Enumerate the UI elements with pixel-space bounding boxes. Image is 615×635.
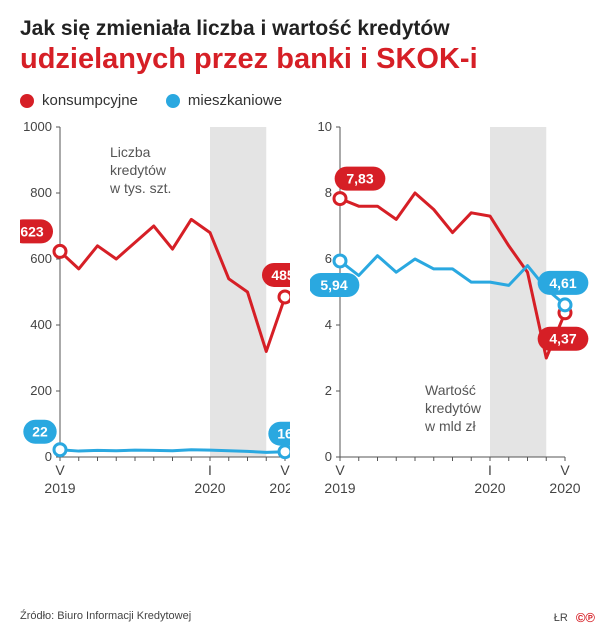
legend-item-mieszkaniowe: mieszkaniowe (166, 92, 282, 109)
legend-label-2: mieszkaniowe (188, 92, 282, 109)
value-bubble-text: 16 (277, 426, 290, 442)
credit-text: ŁR (554, 612, 568, 624)
y-tick-label: 8 (325, 185, 332, 200)
legend-label-1: konsumpcyjne (42, 92, 138, 109)
value-bubble: 4,37 (538, 327, 589, 351)
marker-point (279, 291, 290, 303)
chart-right: 0 2 4 6 8 10 V 2019 I 2020 V 2020 7,83 4,37 5,94 4,61 Wa… (310, 117, 590, 552)
value-bubble-text: 4,37 (549, 331, 576, 347)
legend-dot-red (20, 94, 34, 108)
marker-point (279, 446, 290, 458)
y-tick-label: 600 (30, 251, 52, 266)
value-bubble-text: 22 (32, 424, 48, 440)
x-tick-label: I (488, 462, 492, 478)
chart-svg: 0 200 400 600 800 1000 V 2019 I 2020 V 2020 623 485 22… (20, 117, 290, 547)
x-tick-label: V (55, 462, 65, 478)
title-line-2: udzielanych przez banki i SKOK-i (20, 44, 595, 76)
value-bubble: 4,61 (538, 271, 589, 295)
shade-band (210, 127, 266, 457)
y-tick-label: 400 (30, 317, 52, 332)
value-bubble-text: 4,61 (549, 275, 576, 291)
series-line-mieszkaniowe (60, 450, 285, 453)
x-tick-sublabel: 2020 (549, 480, 580, 496)
x-tick-label: I (208, 462, 212, 478)
x-tick-label: V (280, 462, 290, 478)
chart-left: 0 200 400 600 800 1000 V 2019 I 2020 V 2020 623 485 22… (20, 117, 290, 552)
value-bubble: 623 (20, 220, 53, 244)
value-bubble: 7,83 (335, 167, 386, 191)
value-bubble: 485 (262, 263, 290, 287)
marker-point (54, 246, 66, 258)
y-tick-label: 2 (325, 383, 332, 398)
x-tick-sublabel: 2019 (324, 480, 355, 496)
x-tick-sublabel: 2020 (269, 480, 290, 496)
y-tick-label: 800 (30, 185, 52, 200)
value-bubble-text: 485 (271, 267, 290, 283)
chart-caption-line: kredytów (425, 400, 482, 416)
legend: konsumpcyjne mieszkaniowe (20, 92, 595, 109)
legend-item-konsumpcyjne: konsumpcyjne (20, 92, 138, 109)
marker-point (334, 255, 346, 267)
chart-caption-line: w mld zł (424, 418, 476, 434)
x-tick-sublabel: 2020 (474, 480, 505, 496)
chart-caption-line: Liczba (110, 144, 151, 160)
value-bubble: 16 (268, 422, 290, 446)
y-tick-label: 0 (325, 449, 332, 464)
charts-row: 02004006008001000V2019I2020V202062348522… (20, 117, 595, 552)
chart-caption-line: w tys. szt. (109, 180, 171, 196)
x-tick-label: V (335, 462, 345, 478)
legend-dot-blue (166, 94, 180, 108)
shade-band (490, 127, 546, 457)
value-bubble: 22 (23, 420, 56, 444)
x-tick-label: V (560, 462, 570, 478)
value-bubble-text: 623 (20, 223, 44, 239)
chart-caption-line: kredytów (110, 162, 167, 178)
marker-point (559, 299, 571, 311)
marker-point (334, 193, 346, 205)
title-line-1: Jak się zmieniała liczba i wartość kredy… (20, 16, 595, 42)
y-tick-label: 4 (325, 317, 332, 332)
y-tick-label: 6 (325, 251, 332, 266)
source-text: Źródło: Biuro Informacji Kredytowej (20, 610, 191, 625)
y-tick-label: 10 (318, 119, 332, 134)
x-tick-sublabel: 2019 (44, 480, 75, 496)
y-tick-label: 0 (45, 449, 52, 464)
y-tick-label: 1000 (23, 119, 52, 134)
x-tick-sublabel: 2020 (194, 480, 225, 496)
chart-svg: 0 2 4 6 8 10 V 2019 I 2020 V 2020 7,83 4,37 5,94 4,61 Wa… (310, 117, 590, 547)
footer: Źródło: Biuro Informacji Kredytowej ŁR ©… (20, 610, 595, 625)
value-bubble-text: 5,94 (320, 277, 347, 293)
value-bubble-text: 7,83 (346, 171, 373, 187)
value-bubble: 5,94 (310, 273, 359, 297)
y-tick-label: 200 (30, 383, 52, 398)
logo-icon: ©℗ (576, 610, 595, 625)
marker-point (54, 444, 66, 456)
chart-caption-line: Wartość (425, 382, 476, 398)
